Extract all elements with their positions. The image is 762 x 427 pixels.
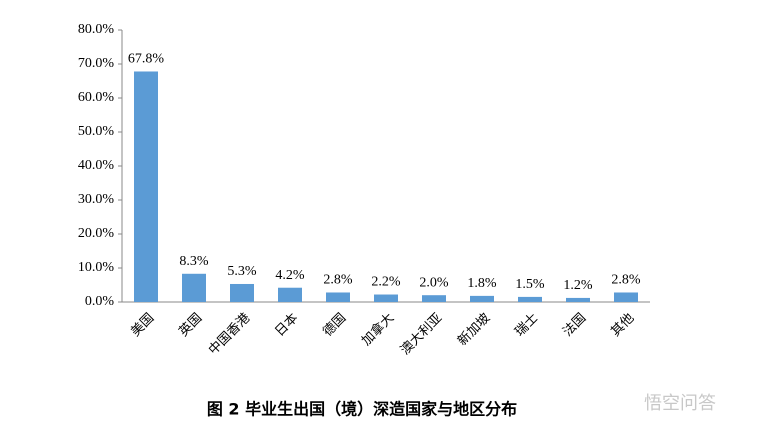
bar	[278, 287, 302, 302]
y-tick-label: 40.0%	[78, 158, 115, 173]
x-tick-label: 加拿大	[358, 310, 397, 349]
value-label: 2.2%	[371, 275, 401, 290]
y-tick-label: 80.0%	[78, 22, 115, 37]
x-tick-label: 美国	[128, 311, 157, 340]
bar	[470, 295, 494, 302]
y-tick-label: 30.0%	[78, 192, 115, 207]
watermark: 悟空问答	[644, 393, 716, 414]
bar	[230, 283, 254, 302]
x-tick-label: 中国香港	[206, 311, 253, 358]
y-tick-label: 10.0%	[78, 260, 115, 275]
value-label: 4.2%	[275, 268, 305, 283]
value-label: 67.8%	[128, 52, 165, 67]
y-tick-label: 70.0%	[78, 56, 115, 71]
chart-caption: 图 2 毕业生出国（境）深造国家与地区分布	[207, 400, 517, 419]
x-tick-label: 澳大利亚	[397, 310, 445, 358]
value-label: 1.5%	[515, 277, 545, 292]
x-tick-label: 瑞士	[512, 311, 541, 340]
value-label: 5.3%	[227, 264, 257, 279]
y-tick-label: 20.0%	[78, 226, 115, 241]
bar	[326, 292, 350, 302]
x-tick-label: 新加坡	[454, 310, 493, 349]
bar	[374, 294, 398, 302]
value-label: 1.2%	[563, 278, 593, 293]
x-tick-label: 法国	[560, 311, 589, 340]
y-tick-label: 50.0%	[78, 124, 115, 139]
bar	[566, 297, 590, 302]
bar	[614, 292, 638, 302]
value-label: 8.3%	[179, 254, 209, 269]
value-label: 2.8%	[323, 273, 353, 288]
bar	[518, 296, 542, 302]
value-label: 1.8%	[467, 276, 497, 291]
value-label: 2.0%	[419, 275, 449, 290]
value-label: 2.8%	[611, 273, 641, 288]
bar	[422, 295, 446, 302]
x-tick-label: 其他	[608, 311, 637, 340]
x-tick-label: 德国	[320, 311, 349, 340]
bar	[182, 273, 206, 302]
bar	[134, 71, 158, 302]
x-tick-label: 日本	[272, 311, 301, 340]
y-tick-label: 60.0%	[78, 90, 115, 105]
x-tick-label: 英国	[176, 311, 205, 340]
y-tick-label: 0.0%	[85, 294, 115, 309]
